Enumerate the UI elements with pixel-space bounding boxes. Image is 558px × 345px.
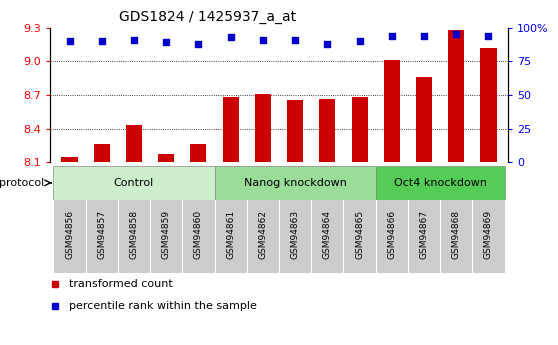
Text: protocol: protocol bbox=[0, 178, 45, 188]
Point bbox=[484, 33, 493, 38]
FancyBboxPatch shape bbox=[376, 166, 504, 200]
Text: GDS1824 / 1425937_a_at: GDS1824 / 1425937_a_at bbox=[119, 10, 296, 24]
Point bbox=[97, 38, 106, 44]
Bar bbox=[480, 48, 497, 162]
Point bbox=[194, 41, 203, 47]
Bar bbox=[287, 100, 303, 162]
FancyBboxPatch shape bbox=[54, 166, 215, 200]
Text: GSM94859: GSM94859 bbox=[162, 210, 171, 259]
Point bbox=[355, 38, 364, 44]
Text: GSM94861: GSM94861 bbox=[226, 210, 235, 259]
Text: GSM94866: GSM94866 bbox=[387, 210, 396, 259]
FancyBboxPatch shape bbox=[408, 197, 440, 273]
Point bbox=[226, 34, 235, 40]
Bar bbox=[223, 97, 239, 162]
Bar bbox=[94, 144, 110, 162]
FancyBboxPatch shape bbox=[376, 197, 408, 273]
Bar bbox=[448, 30, 464, 162]
Text: GSM94860: GSM94860 bbox=[194, 210, 203, 259]
Text: GSM94864: GSM94864 bbox=[323, 210, 332, 259]
Text: GSM94862: GSM94862 bbox=[258, 210, 267, 259]
FancyBboxPatch shape bbox=[215, 197, 247, 273]
Bar bbox=[255, 94, 271, 162]
Point bbox=[258, 37, 267, 42]
Bar bbox=[190, 144, 206, 162]
Text: GSM94857: GSM94857 bbox=[97, 210, 106, 259]
Text: transformed count: transformed count bbox=[69, 279, 172, 289]
FancyBboxPatch shape bbox=[150, 197, 182, 273]
Text: GSM94869: GSM94869 bbox=[484, 210, 493, 259]
Text: GSM94863: GSM94863 bbox=[291, 210, 300, 259]
FancyBboxPatch shape bbox=[472, 197, 504, 273]
Text: GSM94856: GSM94856 bbox=[65, 210, 74, 259]
Point bbox=[387, 33, 396, 38]
Text: GSM94858: GSM94858 bbox=[129, 210, 138, 259]
FancyBboxPatch shape bbox=[311, 197, 343, 273]
FancyBboxPatch shape bbox=[182, 197, 215, 273]
FancyBboxPatch shape bbox=[215, 166, 376, 200]
FancyBboxPatch shape bbox=[279, 197, 311, 273]
Bar bbox=[319, 99, 335, 162]
Point bbox=[420, 33, 429, 38]
Bar bbox=[61, 157, 78, 162]
Point bbox=[129, 37, 138, 42]
Text: Nanog knockdown: Nanog knockdown bbox=[244, 178, 347, 188]
Text: GSM94868: GSM94868 bbox=[452, 210, 461, 259]
Bar bbox=[126, 125, 142, 162]
FancyBboxPatch shape bbox=[440, 197, 472, 273]
FancyBboxPatch shape bbox=[343, 197, 376, 273]
Text: percentile rank within the sample: percentile rank within the sample bbox=[69, 301, 256, 311]
Text: GSM94867: GSM94867 bbox=[420, 210, 429, 259]
Point bbox=[65, 38, 74, 44]
FancyBboxPatch shape bbox=[118, 197, 150, 273]
FancyBboxPatch shape bbox=[247, 197, 279, 273]
Point bbox=[323, 41, 332, 47]
Point bbox=[452, 31, 461, 37]
Bar bbox=[158, 154, 174, 162]
Bar bbox=[352, 97, 368, 162]
Text: Oct4 knockdown: Oct4 knockdown bbox=[393, 178, 487, 188]
Text: Control: Control bbox=[114, 178, 154, 188]
FancyBboxPatch shape bbox=[86, 197, 118, 273]
Bar bbox=[416, 77, 432, 162]
Point bbox=[162, 40, 171, 45]
Bar bbox=[384, 60, 400, 162]
Point bbox=[291, 37, 300, 42]
Text: GSM94865: GSM94865 bbox=[355, 210, 364, 259]
FancyBboxPatch shape bbox=[54, 197, 86, 273]
